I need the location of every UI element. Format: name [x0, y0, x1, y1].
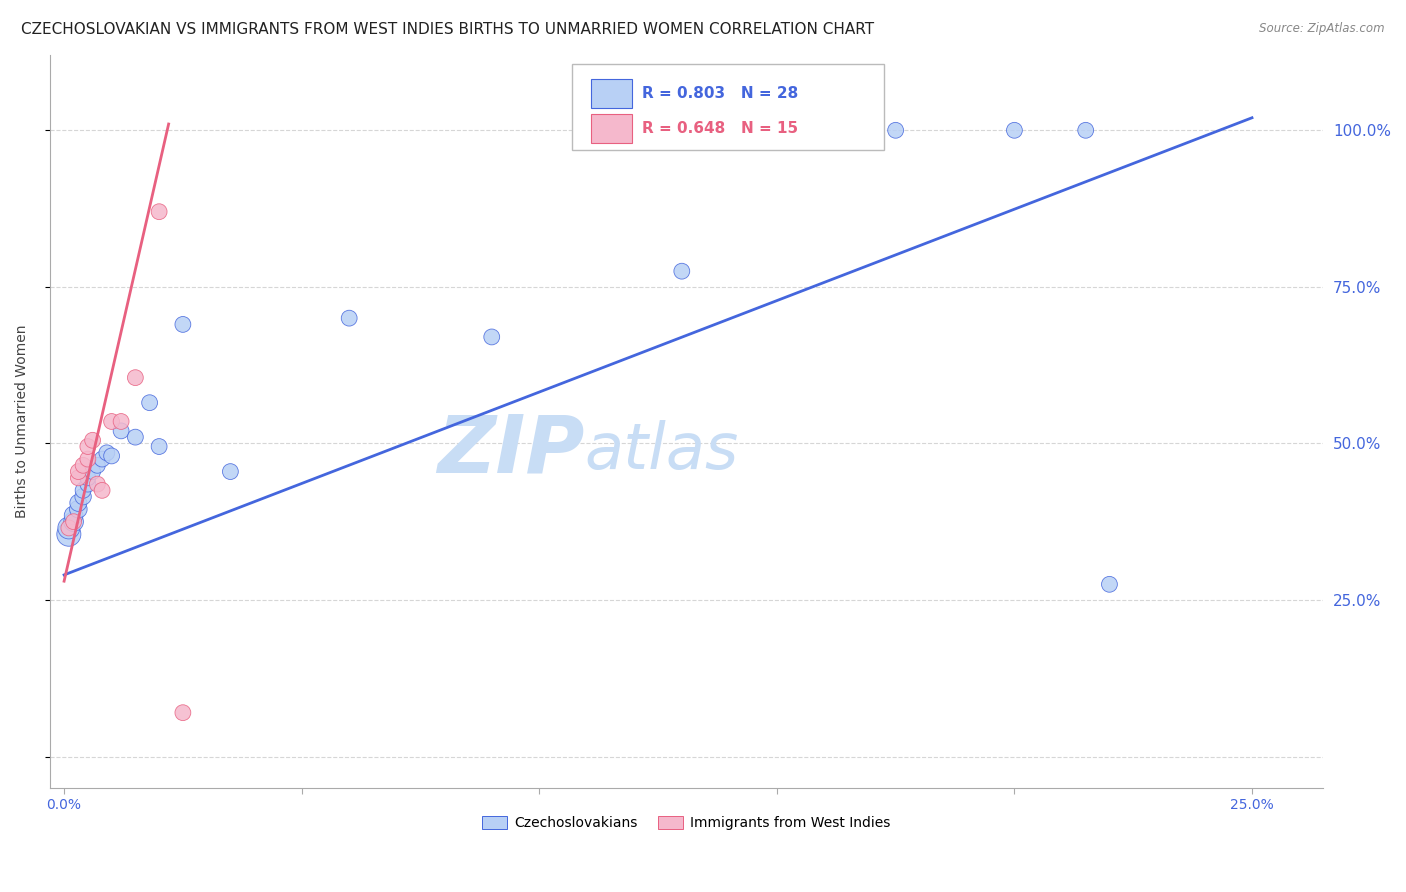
Point [481, 330, 503, 344]
Point [72, 483, 94, 498]
Point [124, 370, 146, 384]
Point [67, 502, 90, 516]
Point [86, 458, 108, 473]
Legend: Czechoslovakians, Immigrants from West Indies: Czechoslovakians, Immigrants from West I… [477, 811, 897, 836]
Point [1002, 123, 1025, 137]
Point [67, 471, 90, 485]
Point [62, 515, 84, 529]
Point [67, 496, 90, 510]
Point [76, 477, 98, 491]
Point [62, 508, 84, 523]
Point [110, 424, 132, 438]
Point [72, 458, 94, 473]
Point [884, 123, 907, 137]
Point [58, 521, 80, 535]
Text: Source: ZipAtlas.com: Source: ZipAtlas.com [1260, 22, 1385, 36]
Point [76, 452, 98, 467]
Point [72, 490, 94, 504]
Point [76, 471, 98, 485]
Point [58, 527, 80, 541]
Text: R = 0.648   N = 15: R = 0.648 N = 15 [643, 121, 799, 136]
Point [124, 430, 146, 444]
Point [110, 415, 132, 429]
Point [82, 434, 104, 448]
Point [138, 395, 160, 409]
Point [1074, 123, 1097, 137]
Point [96, 446, 118, 460]
Point [337, 311, 360, 326]
FancyBboxPatch shape [572, 64, 884, 151]
Point [148, 204, 170, 219]
Point [172, 318, 194, 332]
Text: R = 0.803   N = 28: R = 0.803 N = 28 [643, 86, 799, 101]
Point [62, 515, 84, 529]
Point [76, 440, 98, 454]
Point [100, 449, 122, 463]
Point [219, 465, 242, 479]
Point [1098, 577, 1121, 591]
Point [82, 465, 104, 479]
Point [91, 452, 114, 467]
Point [100, 415, 122, 429]
Point [148, 440, 170, 454]
Y-axis label: Births to Unmarried Women: Births to Unmarried Women [15, 325, 30, 518]
Point [67, 465, 90, 479]
Text: atlas: atlas [585, 420, 740, 482]
Text: CZECHOSLOVAKIAN VS IMMIGRANTS FROM WEST INDIES BIRTHS TO UNMARRIED WOMEN CORRELA: CZECHOSLOVAKIAN VS IMMIGRANTS FROM WEST … [21, 22, 875, 37]
Point [58, 521, 80, 535]
FancyBboxPatch shape [591, 114, 631, 143]
Point [91, 483, 114, 498]
Text: ZIP: ZIP [437, 412, 585, 490]
FancyBboxPatch shape [591, 78, 631, 108]
Point [671, 264, 693, 278]
Point [86, 477, 108, 491]
Point [172, 706, 194, 720]
